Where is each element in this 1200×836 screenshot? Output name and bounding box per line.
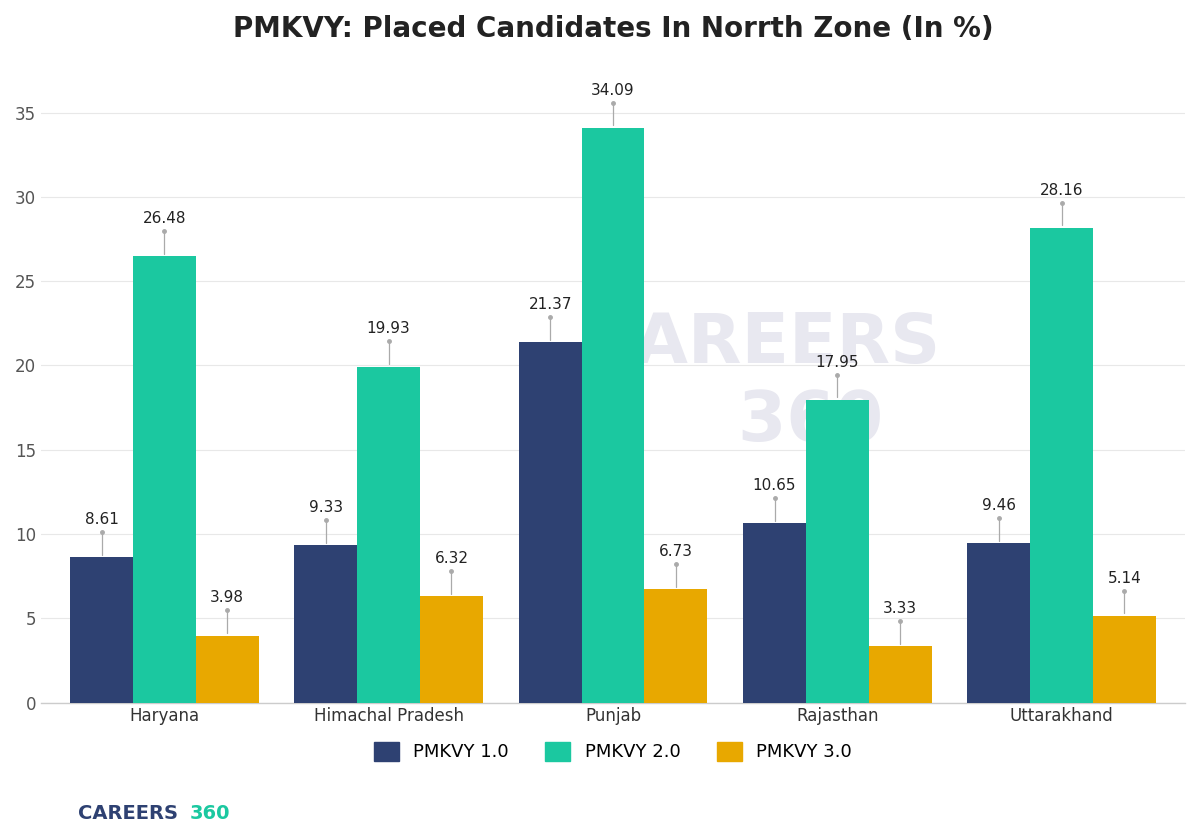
Bar [1031,228,1093,702]
Bar [1093,616,1156,702]
Text: 9.46: 9.46 [982,497,1016,512]
Bar [358,367,420,702]
Bar [294,545,358,702]
Text: 6.73: 6.73 [659,544,692,558]
Bar [420,596,482,702]
Bar [196,635,258,702]
Text: 19.93: 19.93 [367,321,410,336]
Text: 9.33: 9.33 [308,500,343,515]
Bar [518,343,582,702]
Text: 21.37: 21.37 [528,297,572,312]
Text: 5.14: 5.14 [1108,571,1141,586]
Text: 8.61: 8.61 [85,512,119,528]
Text: 3.98: 3.98 [210,590,244,605]
Text: 10.65: 10.65 [752,477,797,492]
Bar [582,128,644,702]
Bar [644,589,707,702]
Bar [806,400,869,702]
Legend: PMKVY 1.0, PMKVY 2.0, PMKVY 3.0: PMKVY 1.0, PMKVY 2.0, PMKVY 3.0 [365,733,862,771]
Bar [133,256,196,702]
Text: 26.48: 26.48 [143,211,186,226]
Text: CAREERS: CAREERS [78,804,178,823]
Text: 34.09: 34.09 [592,83,635,98]
Text: 28.16: 28.16 [1040,182,1084,197]
Bar [869,646,931,702]
Text: 17.95: 17.95 [816,354,859,370]
Text: 3.33: 3.33 [883,601,917,616]
Text: CAREERS
    360: CAREERS 360 [583,310,941,455]
Bar [967,543,1031,702]
Title: PMKVY: Placed Candidates In Norrth Zone (In %): PMKVY: Placed Candidates In Norrth Zone … [233,15,994,43]
Text: 360: 360 [190,804,230,823]
Text: 6.32: 6.32 [434,551,468,566]
Bar [743,523,806,702]
Bar [70,558,133,702]
